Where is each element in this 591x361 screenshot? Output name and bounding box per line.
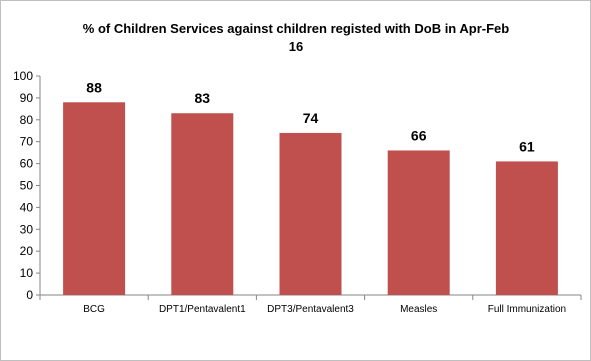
y-tick-label: 50 bbox=[20, 179, 34, 193]
chart-title-line1: % of Children Services against children … bbox=[83, 21, 509, 36]
x-category-label: BCG bbox=[83, 304, 105, 315]
data-label: 88 bbox=[86, 79, 102, 95]
bar-bcg bbox=[63, 102, 126, 295]
y-tick-label: 80 bbox=[20, 113, 34, 127]
bar-dpt3-pentavalent3 bbox=[279, 132, 342, 295]
y-tick-label: 10 bbox=[20, 266, 34, 280]
y-tick-label: 20 bbox=[20, 244, 34, 258]
y-tick-label: 90 bbox=[20, 91, 34, 105]
data-label: 66 bbox=[411, 127, 427, 143]
chart-title-line2: 16 bbox=[289, 39, 303, 54]
x-category-label: Full Immunization bbox=[488, 304, 566, 315]
y-tick-label: 70 bbox=[20, 135, 34, 149]
bar-full-immunization bbox=[495, 161, 558, 295]
bar-dpt1-pentavalent1 bbox=[171, 113, 234, 295]
x-category-label: DPT3/Pentavalent3 bbox=[267, 304, 354, 315]
data-label: 83 bbox=[195, 90, 211, 106]
data-label: 61 bbox=[519, 138, 535, 154]
x-category-label: Measles bbox=[400, 304, 437, 315]
y-tick-label: 30 bbox=[20, 222, 34, 236]
data-label: 74 bbox=[303, 110, 319, 126]
bar-measles bbox=[387, 150, 450, 295]
x-category-label: DPT1/Pentavalent1 bbox=[159, 304, 246, 315]
y-tick-label: 0 bbox=[26, 288, 33, 302]
y-tick-label: 40 bbox=[20, 200, 34, 214]
y-tick-label: 100 bbox=[13, 69, 33, 83]
y-tick-label: 60 bbox=[20, 157, 34, 171]
